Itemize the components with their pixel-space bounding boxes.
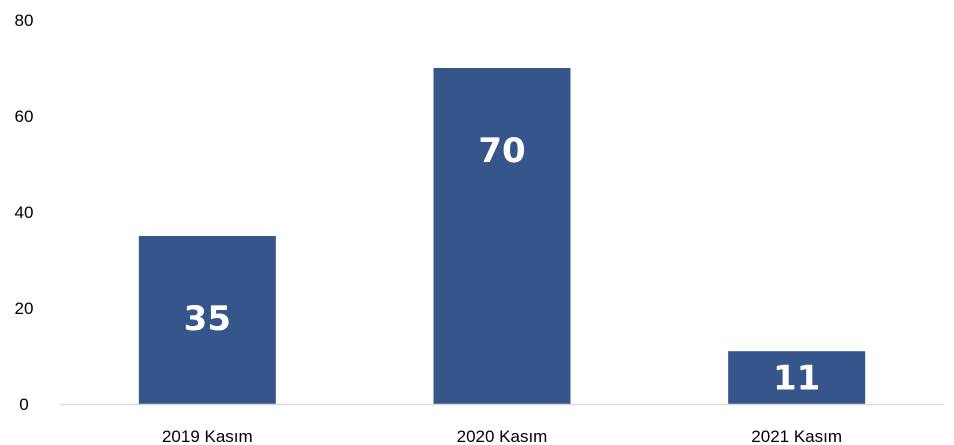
bar (728, 351, 866, 404)
bars-group (138, 68, 866, 404)
x-axis-ticks: 2019 Kasım 2020 Kasım 2021 Kasım (162, 427, 842, 445)
bar (138, 236, 276, 404)
data-labels-group: 35 70 11 (184, 131, 821, 399)
y-tick-label: 0 (19, 395, 28, 414)
x-category-label: 2021 Kasım (751, 427, 842, 445)
y-tick-label: 20 (15, 299, 34, 318)
bar-data-label: 70 (478, 131, 525, 171)
x-category-label: 2020 Kasım (457, 427, 548, 445)
y-tick-label: 40 (15, 203, 34, 222)
bar-data-label: 11 (773, 359, 820, 399)
bar (433, 68, 571, 404)
y-tick-label: 60 (15, 107, 34, 126)
x-category-label: 2019 Kasım (162, 427, 253, 445)
y-axis-ticks: 0 20 40 60 80 (15, 11, 34, 414)
bar-data-label: 35 (184, 299, 231, 339)
y-tick-label: 80 (15, 11, 34, 30)
